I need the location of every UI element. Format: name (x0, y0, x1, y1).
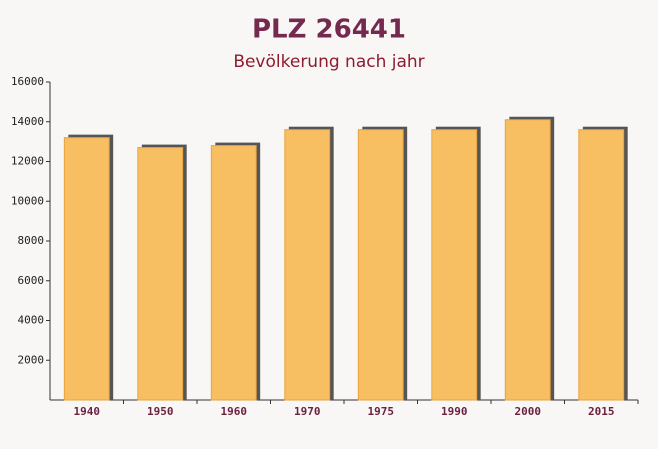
x-tick-label: 1970 (294, 405, 321, 418)
y-tick-label: 6000 (18, 274, 45, 287)
bar (431, 129, 478, 401)
y-tick-label: 16000 (11, 75, 44, 88)
bar (357, 129, 404, 401)
y-tick-label: 4000 (18, 314, 45, 327)
y-tick-label: 10000 (11, 194, 44, 207)
chart-title: PLZ 26441 (252, 15, 406, 45)
y-tick-label: 14000 (11, 115, 44, 128)
x-tick-label: 1950 (147, 405, 174, 418)
y-tick-label: 8000 (18, 234, 45, 247)
bar (284, 129, 331, 401)
x-tick-label: 1990 (441, 405, 468, 418)
y-tick-label: 12000 (11, 155, 44, 168)
x-tick-label: 2015 (588, 405, 615, 418)
x-tick-label: 1960 (221, 405, 248, 418)
bar (504, 119, 551, 401)
bar (210, 145, 257, 401)
chart-subtitle: Bevölkerung nach jahr (233, 52, 424, 72)
bar (578, 129, 625, 401)
y-tick-label: 2000 (18, 353, 45, 366)
bar (137, 147, 184, 401)
x-tick-label: 1975 (368, 405, 395, 418)
bar (63, 137, 110, 401)
x-tick-label: 1940 (74, 405, 101, 418)
x-tick-label: 2000 (515, 405, 542, 418)
